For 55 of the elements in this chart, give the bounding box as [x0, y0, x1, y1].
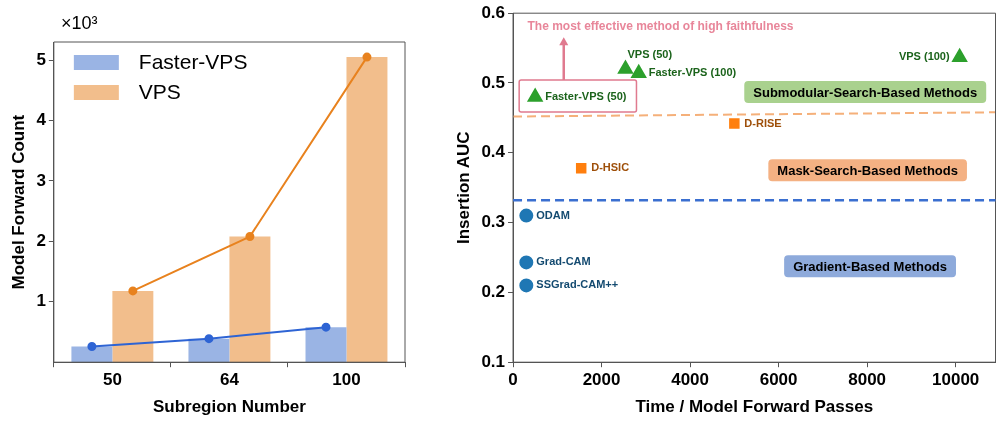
series-label: VPS (100): [898, 50, 950, 63]
series-label: Faster-VPS (50): [545, 89, 627, 102]
y-tick-label: 0.2: [481, 282, 506, 302]
x-tick-label: 100: [332, 370, 361, 390]
x-axis-title: Subregion Number: [152, 397, 307, 417]
x-tick-label: 0: [508, 370, 518, 390]
y-tick-label: 0.4: [481, 142, 506, 162]
x-tick-label: 10000: [932, 370, 980, 390]
annotation: Gradient-Based Methods: [793, 258, 947, 274]
annotation: The most effective method of high faithfulness: [527, 19, 794, 34]
series-label: Grad-CAM: [536, 255, 591, 268]
y-tick-label: 0.3: [481, 212, 506, 232]
point: [952, 48, 968, 62]
x-tick-label: 8000: [848, 370, 887, 390]
point: [519, 208, 534, 223]
x-tick-label: 4000: [671, 370, 709, 390]
y-axis-title: Insertion AUC: [453, 131, 473, 245]
x-tick-label: 64: [219, 370, 240, 390]
y-tick-label: 3: [36, 170, 46, 190]
series-label: D-HSIC: [591, 161, 630, 174]
point: [575, 162, 587, 174]
y-tick-label: 0.1: [481, 351, 506, 371]
legend-label: VPS: [138, 79, 181, 103]
point: [519, 255, 534, 270]
y-tick-label: 4: [36, 110, 47, 130]
point: [729, 118, 740, 129]
annotation: Mask-Search-Based Methods: [777, 162, 958, 178]
text: ×10³: [60, 13, 98, 34]
y-tick-label: 5: [36, 49, 46, 69]
y-axis-title: Model Forward Count: [8, 114, 28, 290]
bar: [188, 338, 230, 363]
x-tick-label: 2000: [582, 370, 621, 390]
x-tick-label: 6000: [759, 370, 798, 390]
legend-label: Faster-VPS: [138, 49, 248, 73]
y-tick-label: 2: [36, 231, 46, 251]
bar: [71, 346, 113, 363]
point: [617, 60, 633, 74]
point: [527, 88, 543, 102]
y-tick-label: 0.6: [481, 2, 506, 22]
point: [519, 278, 534, 293]
y-tick-label: 1: [36, 291, 46, 311]
series-label: VPS (50): [627, 48, 673, 61]
series-label: D-RISE: [744, 116, 782, 129]
x-axis-title: Time / Model Forward Passes: [635, 397, 874, 417]
bar: [305, 327, 347, 363]
series-label: ODAM: [536, 208, 570, 221]
bar: [112, 290, 154, 363]
bar: [346, 57, 388, 363]
point: [631, 64, 647, 78]
series-label: SSGrad-CAM++: [536, 278, 619, 291]
y-tick-label: 0.5: [481, 72, 506, 92]
x-tick-label: 50: [102, 370, 122, 390]
annotation: Submodular-Search-Based Methods: [753, 84, 978, 100]
series-label: Faster-VPS (100): [648, 66, 737, 79]
bar: [229, 236, 271, 363]
